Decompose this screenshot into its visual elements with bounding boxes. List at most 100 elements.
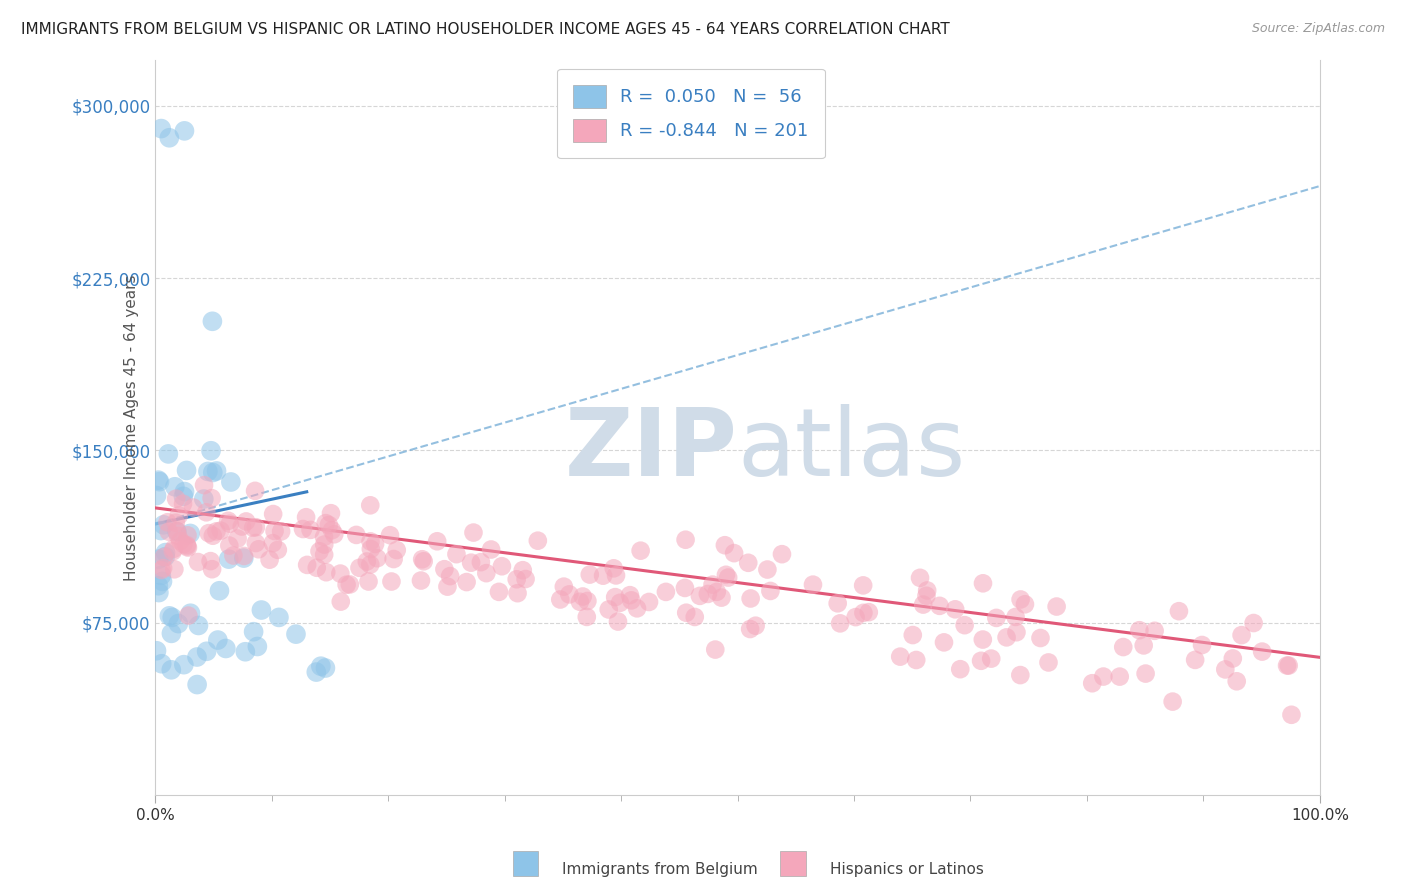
Point [150,121,173,136]
Point [243,483,266,498]
Point [315,565,337,579]
Point [620,593,643,607]
Text: IMMIGRANTS FROM BELGIUM VS HISPANIC OR LATINO HOUSEHOLDER INCOME AGES 45 - 64 YE: IMMIGRANTS FROM BELGIUM VS HISPANIC OR L… [21,22,950,37]
Point [1108,670,1130,684]
Point [603,561,626,575]
Point [626,601,648,615]
Point [165,491,187,506]
Point [163,480,186,494]
Point [1112,640,1135,654]
Point [149,524,172,538]
Point [1010,668,1032,682]
Text: Source: ZipAtlas.com: Source: ZipAtlas.com [1251,22,1385,36]
Point [226,532,249,546]
Point [598,602,620,616]
Point [723,546,745,560]
Point [1132,639,1154,653]
Point [263,524,285,538]
Point [250,603,273,617]
Point [770,547,793,561]
Point [852,606,875,620]
Point [592,568,614,582]
Point [568,595,591,609]
Point [491,559,513,574]
Text: Hispanics or Latinos: Hispanics or Latinos [830,863,983,877]
Point [218,539,240,553]
Point [295,558,318,572]
Point [200,443,222,458]
Point [323,527,346,541]
Point [155,549,177,564]
Point [157,447,180,461]
Point [1251,644,1274,658]
Point [446,547,468,561]
Point [305,560,328,574]
Point [439,569,461,583]
Point [378,528,401,542]
Point [321,523,343,537]
Point [1081,676,1104,690]
Point [673,581,696,595]
Point [173,537,195,551]
Point [1004,610,1026,624]
Point [215,641,238,656]
Point [318,518,340,533]
Point [740,622,762,636]
Point [512,563,534,577]
Point [928,599,950,613]
Point [156,516,179,530]
Point [359,558,381,572]
Point [177,608,200,623]
Point [233,549,256,563]
Point [479,542,502,557]
Point [411,552,433,566]
Point [515,572,537,586]
Point [412,554,434,568]
Point [245,536,267,550]
Point [740,591,762,606]
Point [655,585,678,599]
Point [162,544,184,558]
Point [553,580,575,594]
Point [172,497,194,511]
Point [605,568,627,582]
Point [1038,656,1060,670]
Point [605,590,627,604]
Point [972,576,994,591]
Point [426,534,449,549]
Point [1243,615,1265,630]
Point [336,577,359,591]
Point [943,602,966,616]
Point [179,607,201,621]
Point [157,608,180,623]
Point [176,463,198,477]
Point [558,587,581,601]
Text: atlas: atlas [738,403,966,496]
Point [470,555,492,569]
Point [360,534,382,549]
Point [285,627,308,641]
Point [195,505,218,519]
Text: Immigrants from Belgium: Immigrants from Belgium [562,863,758,877]
Point [1281,707,1303,722]
Point [550,592,572,607]
Point [1230,628,1253,642]
Point [173,657,195,672]
Point [270,524,292,539]
Point [433,562,456,576]
Point [160,610,183,624]
Point [150,657,173,671]
Point [177,541,200,555]
Y-axis label: Householder Income Ages 45 - 64 years: Householder Income Ages 45 - 64 years [124,274,139,581]
Point [488,585,510,599]
Point [176,538,198,552]
Point [619,588,641,602]
Point [166,524,188,539]
Point [980,651,1002,665]
Point [1005,625,1028,640]
Point [845,610,868,624]
Point [356,554,378,568]
Point [157,130,180,145]
Point [463,525,485,540]
Point [1046,599,1069,614]
